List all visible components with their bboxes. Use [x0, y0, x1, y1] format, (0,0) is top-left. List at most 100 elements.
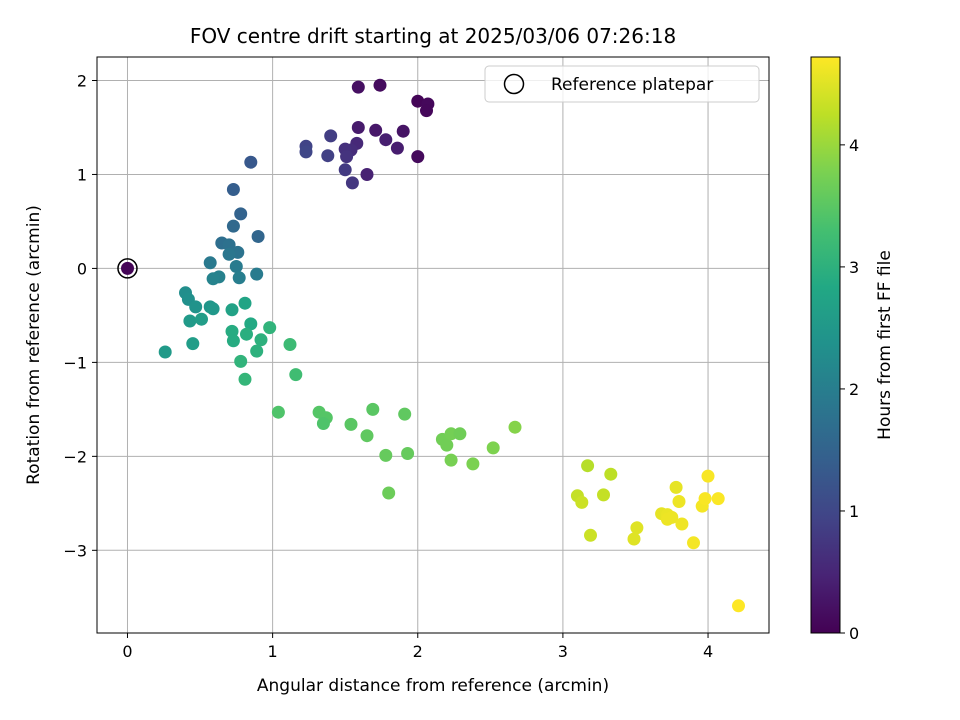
- data-point: [401, 447, 415, 460]
- data-point: [321, 149, 335, 163]
- data-point: [687, 536, 700, 550]
- data-point: [206, 302, 220, 316]
- data-point: [351, 121, 365, 134]
- x-tick-label: 1: [268, 642, 278, 661]
- x-axis-ticks: 0 1 2 3 4: [122, 633, 713, 661]
- data-point: [453, 427, 467, 441]
- data-point: [665, 510, 679, 524]
- data-point: [250, 267, 264, 281]
- data-point: [411, 150, 425, 164]
- data-point: [263, 321, 277, 335]
- colorbar-ticks: 0 1 2 3 4: [840, 136, 859, 643]
- data-point: [158, 345, 172, 359]
- data-point: [225, 303, 239, 317]
- data-point: [508, 420, 522, 434]
- data-point: [232, 271, 246, 285]
- data-point: [226, 219, 240, 233]
- data-point: [229, 260, 243, 273]
- data-point: [234, 354, 248, 368]
- reference-marker: [117, 258, 138, 279]
- data-point: [283, 338, 297, 351]
- data-point: [382, 486, 396, 500]
- data-point: [195, 312, 208, 326]
- y-tick-label: 0: [77, 259, 87, 278]
- y-tick-label: −2: [63, 447, 87, 466]
- data-point: [206, 272, 220, 286]
- x-tick-label: 3: [558, 642, 568, 661]
- data-point: [299, 145, 313, 159]
- colorbar-gradient: [810, 56, 841, 634]
- x-axis-label: Angular distance from reference (arcmin): [257, 676, 609, 696]
- data-point: [672, 495, 686, 508]
- data-point: [701, 469, 715, 483]
- colorbar-tick-label: 4: [849, 136, 859, 155]
- data-point: [222, 247, 236, 261]
- data-point: [584, 528, 597, 542]
- data-point: [183, 314, 197, 328]
- data-point: [324, 129, 338, 143]
- data-points: [121, 78, 745, 613]
- data-point: [486, 441, 500, 455]
- plot-frame: [96, 56, 770, 634]
- legend-label: Reference platepar: [551, 75, 713, 95]
- data-point: [121, 261, 134, 275]
- colorbar-tick-label: 0: [849, 624, 859, 643]
- chart-title: FOV centre drift starting at 2025/03/06 …: [190, 24, 676, 48]
- data-point: [373, 78, 387, 92]
- data-point: [226, 334, 240, 348]
- data-point: [271, 405, 285, 419]
- data-point: [226, 183, 240, 196]
- y-tick-label: 2: [77, 71, 87, 90]
- data-point: [698, 492, 712, 506]
- legend: Reference platepar: [484, 65, 760, 103]
- data-point: [444, 453, 458, 467]
- data-point: [238, 372, 252, 386]
- data-point: [351, 80, 365, 94]
- data-point: [420, 104, 433, 118]
- data-point: [244, 317, 258, 331]
- data-point: [597, 488, 610, 502]
- data-point: [411, 94, 425, 108]
- colorbar-tick-label: 1: [849, 502, 859, 521]
- data-point: [244, 155, 258, 169]
- x-tick-label: 4: [703, 642, 713, 661]
- x-tick-label: 2: [413, 642, 423, 661]
- colorbar-label: Hours from first FF file: [875, 250, 895, 440]
- data-point: [254, 333, 268, 347]
- data-point: [240, 327, 253, 341]
- data-point: [234, 207, 248, 221]
- data-point: [238, 296, 252, 310]
- data-point: [360, 429, 374, 443]
- data-point: [669, 480, 683, 494]
- data-point: [581, 459, 595, 473]
- data-point: [604, 467, 618, 481]
- data-point: [396, 124, 410, 138]
- data-point: [711, 492, 725, 506]
- data-point: [338, 163, 352, 177]
- legend-marker: [503, 73, 525, 95]
- data-point: [340, 150, 354, 164]
- data-point: [575, 495, 589, 509]
- colorbar-tick-label: 3: [849, 258, 859, 277]
- data-point: [627, 532, 641, 546]
- data-point: [344, 417, 358, 431]
- data-point: [366, 402, 380, 416]
- data-point: [251, 230, 265, 243]
- y-tick-label: 1: [77, 165, 87, 184]
- y-axis-label: Rotation from reference (arcmin): [24, 205, 44, 485]
- data-point: [398, 407, 412, 421]
- legend-box: [484, 65, 760, 103]
- data-point: [186, 337, 200, 351]
- reference-point: [117, 258, 138, 279]
- data-point: [345, 176, 359, 190]
- data-point: [379, 448, 393, 462]
- data-point: [732, 599, 745, 613]
- data-point: [379, 133, 393, 147]
- y-axis-ticks: −3 −2 −1 0 1 2: [63, 71, 97, 560]
- data-point: [250, 344, 264, 358]
- x-tick-label: 0: [122, 642, 132, 661]
- data-point: [369, 123, 383, 137]
- data-point: [222, 238, 236, 252]
- colorbar: 0 1 2 3 4 Hours from first FF file: [810, 56, 895, 643]
